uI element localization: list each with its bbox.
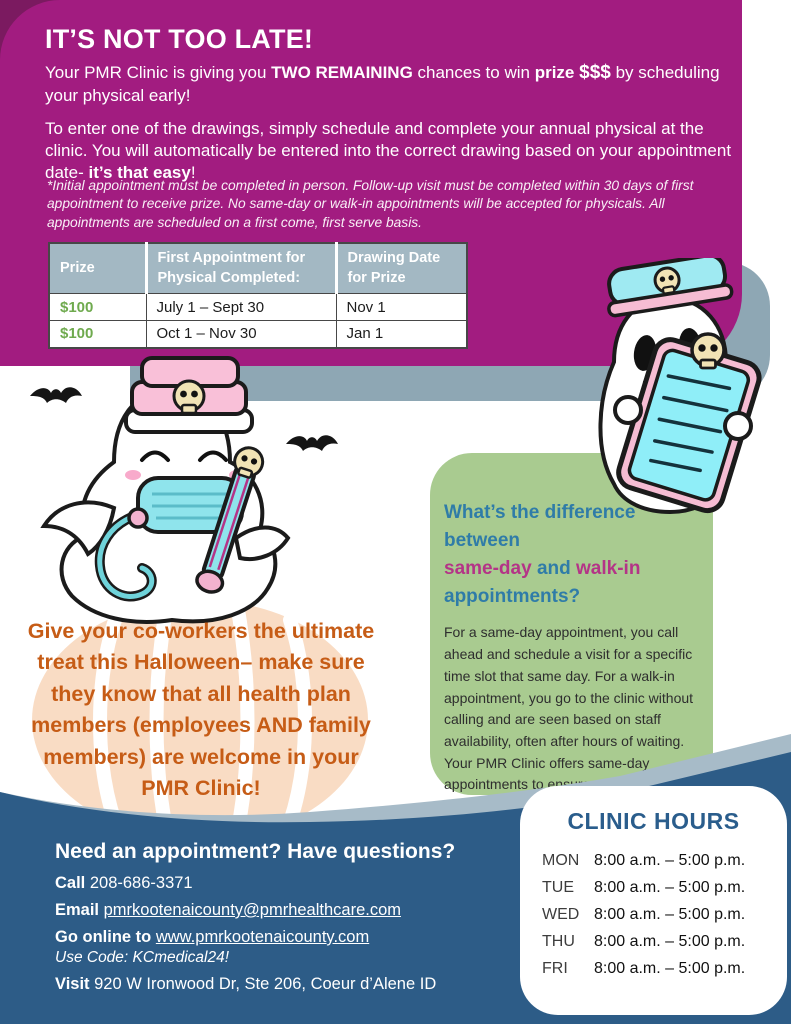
ghost-arm-right	[233, 525, 291, 561]
day-label: TUE	[542, 879, 574, 896]
clinic-hours-card: CLINIC HOURS MON 8:00 a.m. – 5:00 p.m. TU…	[520, 786, 787, 1015]
ghost-hand	[723, 411, 753, 441]
clinic-hours-row: THU 8:00 a.m. – 5:00 p.m.	[542, 928, 787, 955]
address: 920 W Ironwood Dr, Ste 206, Coeur d’Alen…	[89, 975, 437, 993]
pumpkin-message: Give your co-workers the ultimate treat …	[27, 619, 375, 800]
contact-heading: Need an appointment? Have questions?	[55, 840, 456, 863]
table-row: $100 Oct 1 – Nov 30 Jan 1	[48, 320, 468, 349]
skull-icon	[690, 332, 726, 370]
table-header-prize: Prize	[49, 243, 148, 295]
hours-value: 8:00 a.m. – 5:00 p.m.	[594, 933, 746, 950]
online-label: Go online to	[55, 928, 152, 946]
pumpkin-body	[32, 600, 368, 840]
ghost-nurse-illustration	[30, 356, 338, 624]
page-title: IT’S NOT TOO LATE!	[45, 24, 314, 54]
email-row: Email pmrkootenaicounty@pmrhealthcare.co…	[55, 901, 525, 920]
promo-disclaimer: *Initial appointment must be completed i…	[47, 178, 694, 230]
stethoscope	[94, 507, 157, 602]
clinic-hours-row: FRI 8:00 a.m. – 5:00 p.m.	[542, 955, 787, 982]
promo-intro: Your PMR Clinic is giving you TWO REMAIN…	[45, 62, 720, 106]
closed-eye	[140, 450, 170, 462]
face-mask	[136, 476, 244, 534]
prize-dollars: $$$	[579, 62, 611, 83]
website-link[interactable]: www.pmrkootenaicounty.com	[155, 928, 370, 946]
ghost-hand	[613, 395, 643, 425]
promo-details: To enter one of the drawings, simply sch…	[45, 119, 732, 182]
pencil	[195, 446, 265, 594]
table-cell-drawing: Nov 1	[335, 293, 468, 322]
phone-number: 208-686-3371	[85, 874, 193, 892]
day-label: FRI	[542, 960, 568, 977]
clinic-hours-list: MON 8:00 a.m. – 5:00 p.m. TUE 8:00 a.m. – …	[542, 847, 787, 982]
walk-in-accent: walk-in	[576, 558, 641, 580]
clinic-hours-row: WED 8:00 a.m. – 5:00 p.m.	[542, 901, 787, 928]
visit-row: Visit 920 W Ironwood Dr, Ste 206, Coeur …	[55, 975, 525, 994]
hours-value: 8:00 a.m. – 5:00 p.m.	[594, 906, 746, 923]
hours-value: 8:00 a.m. – 5:00 p.m.	[594, 960, 746, 977]
clinic-hours-row: TUE 8:00 a.m. – 5:00 p.m.	[542, 874, 787, 901]
table-header-appointment: First Appointment for Physical Completed…	[146, 243, 338, 295]
clinic-hours-row: MON 8:00 a.m. – 5:00 p.m.	[542, 847, 787, 874]
online-row: Go online to www.pmrkootenaicounty.com	[55, 928, 525, 947]
table-cell-appointment: July 1 – Sept 30	[145, 293, 337, 322]
email-link[interactable]: pmrkootenaicounty@pmrhealthcare.com	[103, 901, 402, 919]
bat-icon	[30, 387, 82, 403]
table-cell-appointment: Oct 1 – Nov 30	[145, 320, 337, 349]
contact-section: Need an appointment? Have questions? Cal…	[55, 840, 525, 1002]
difference-heading: What’s the difference between same-day a…	[444, 502, 641, 608]
day-label: WED	[542, 906, 580, 923]
pumpkin-segment-lines	[93, 597, 312, 840]
skull-icon	[233, 446, 265, 479]
ghost-clipboard-illustration	[598, 258, 762, 515]
hours-value: 8:00 a.m. – 5:00 p.m.	[594, 852, 746, 869]
closed-eye	[198, 450, 228, 462]
difference-body: For a same-day appointment, you call ahe…	[444, 624, 704, 814]
same-day-accent: same-day	[444, 558, 532, 580]
table-header-drawing: Drawing Date for Prize	[336, 243, 467, 295]
table-cell-prize: $100	[48, 293, 147, 322]
nurse-cap	[124, 356, 254, 434]
table-cell-drawing: Jan 1	[335, 320, 468, 349]
bat-icon	[286, 435, 338, 451]
nurse-cap	[607, 258, 734, 318]
use-code-note: Use Code: KCmedical24!	[55, 949, 230, 966]
prize-table-header-row: Prize First Appointment for Physical Com…	[49, 243, 467, 295]
email-label: Email	[55, 901, 100, 919]
table-row: $100 July 1 – Sept 30 Nov 1	[48, 293, 468, 322]
day-label: THU	[542, 933, 575, 950]
clinic-hours-title: CLINIC HOURS	[567, 808, 740, 834]
prize-table: Prize First Appointment for Physical Com…	[48, 242, 468, 349]
table-cell-prize: $100	[48, 320, 147, 349]
clipboard	[616, 337, 762, 514]
call-label: Call	[55, 874, 86, 892]
call-row: Call 208-686-3371	[55, 874, 525, 893]
day-label: MON	[542, 852, 580, 869]
skull-icon	[172, 379, 206, 415]
hours-value: 8:00 a.m. – 5:00 p.m.	[594, 879, 746, 896]
visit-label: Visit	[55, 975, 90, 993]
blush	[125, 470, 141, 480]
skull-icon	[653, 266, 681, 295]
